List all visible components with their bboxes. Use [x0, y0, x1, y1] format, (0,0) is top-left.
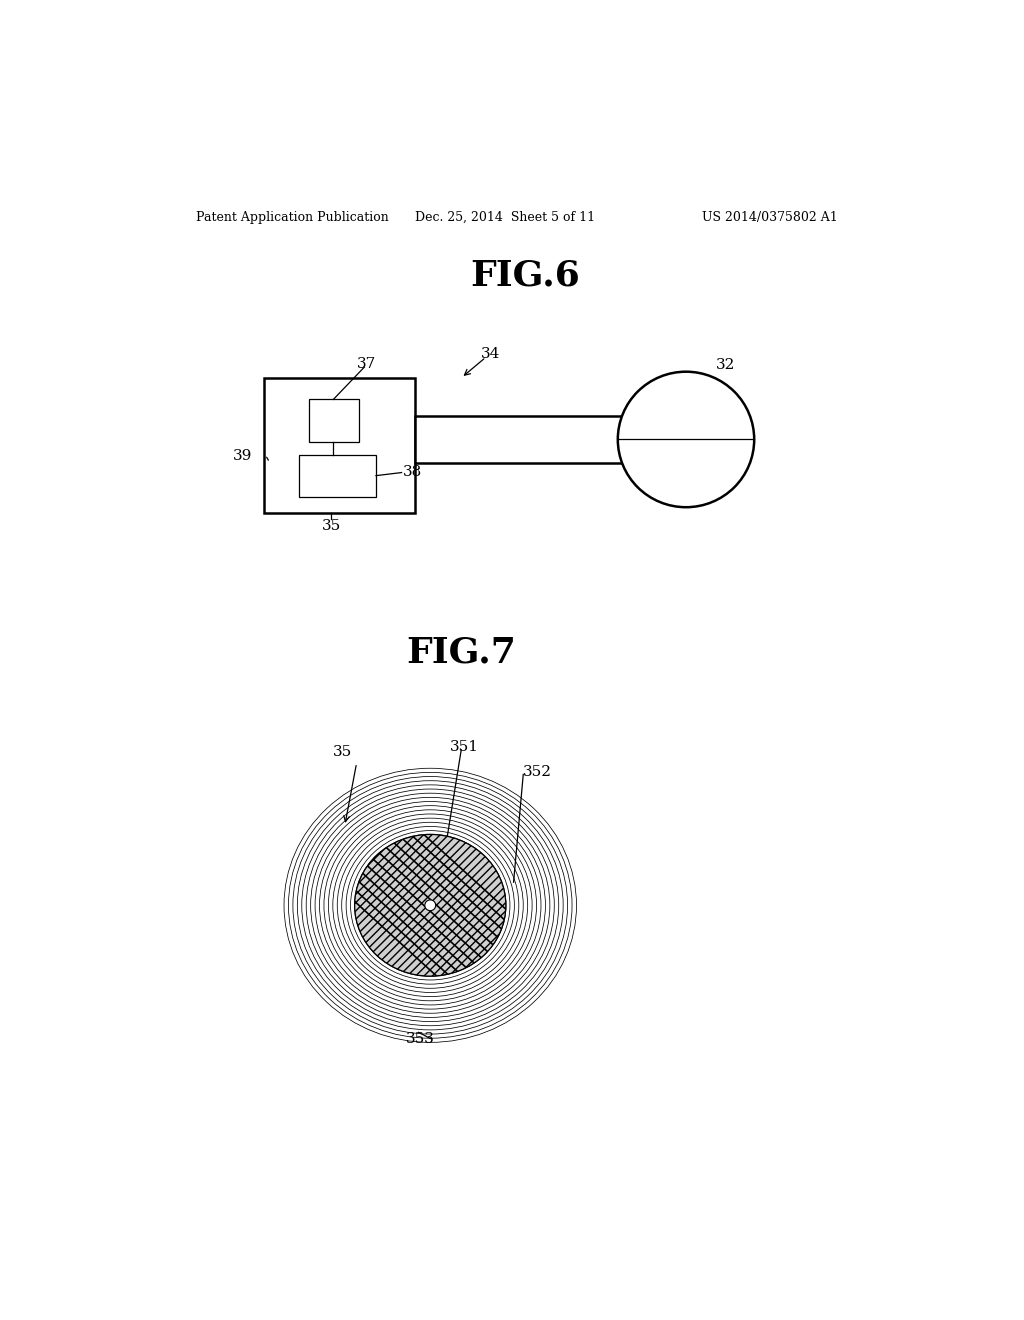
Text: Patent Application Publication: Patent Application Publication: [197, 211, 389, 224]
Text: Dec. 25, 2014  Sheet 5 of 11: Dec. 25, 2014 Sheet 5 of 11: [415, 211, 595, 224]
Text: 32: 32: [716, 358, 735, 372]
Text: 353: 353: [406, 1032, 434, 1047]
Text: 352: 352: [523, 766, 552, 779]
Text: 39: 39: [232, 449, 252, 463]
Text: US 2014/0375802 A1: US 2014/0375802 A1: [701, 211, 838, 224]
Circle shape: [617, 372, 755, 507]
Ellipse shape: [354, 834, 506, 975]
Ellipse shape: [354, 834, 506, 975]
Bar: [263, 378, 415, 512]
Bar: [415, 416, 624, 462]
Text: 35: 35: [334, 744, 352, 759]
Text: 37: 37: [356, 358, 376, 371]
Text: 34: 34: [480, 347, 500, 362]
Ellipse shape: [425, 900, 435, 911]
Text: FIG.6: FIG.6: [470, 259, 580, 293]
Text: 38: 38: [403, 465, 422, 479]
Text: 351: 351: [450, 739, 478, 754]
Text: 35: 35: [322, 519, 341, 533]
Bar: [299, 455, 376, 498]
Bar: [308, 400, 359, 442]
Text: FIG.7: FIG.7: [407, 636, 516, 669]
